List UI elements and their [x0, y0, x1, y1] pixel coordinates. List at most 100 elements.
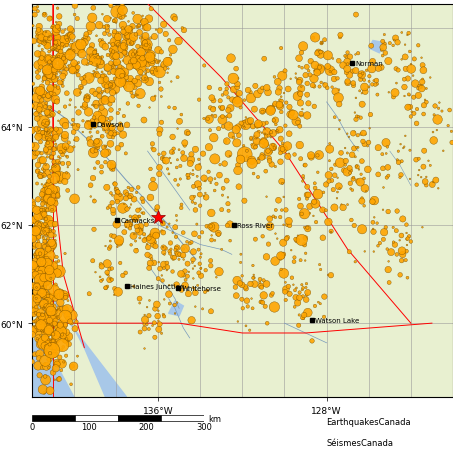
Point	[212, 113, 219, 121]
Point	[297, 100, 304, 107]
Point	[31, 351, 39, 358]
Point	[234, 91, 241, 98]
Point	[39, 259, 47, 267]
Point	[43, 163, 50, 171]
Point	[68, 122, 75, 129]
Point	[391, 90, 399, 97]
Point	[247, 90, 254, 97]
Point	[117, 128, 124, 135]
Point	[169, 268, 176, 275]
Point	[207, 210, 215, 217]
Point	[100, 24, 107, 31]
Point	[127, 222, 134, 230]
Point	[54, 47, 61, 54]
Point	[90, 226, 97, 234]
Point	[213, 274, 220, 281]
Point	[242, 284, 249, 291]
Point	[123, 43, 130, 50]
Point	[60, 54, 67, 61]
Point	[400, 76, 408, 84]
Point	[99, 11, 106, 19]
Point	[155, 326, 163, 333]
Point	[34, 327, 41, 335]
Point	[357, 179, 364, 186]
Point	[43, 303, 50, 310]
Point	[57, 299, 64, 307]
Point	[165, 104, 173, 112]
Point	[195, 97, 202, 104]
Point	[352, 12, 360, 19]
Point	[256, 155, 264, 162]
Point	[39, 284, 47, 291]
Point	[316, 64, 323, 72]
Point	[45, 336, 52, 343]
Point	[49, 331, 57, 338]
Point	[220, 185, 227, 192]
Point	[46, 267, 53, 274]
Point	[56, 21, 63, 28]
Point	[48, 295, 55, 302]
Point	[158, 272, 165, 280]
Point	[45, 49, 53, 56]
Point	[358, 90, 366, 98]
Point	[192, 303, 199, 311]
Point	[122, 74, 130, 82]
Point	[334, 189, 341, 196]
Point	[123, 206, 130, 213]
Point	[138, 34, 145, 41]
Point	[60, 56, 67, 64]
Point	[196, 260, 203, 268]
Point	[39, 52, 46, 60]
Point	[49, 60, 56, 67]
Point	[266, 216, 273, 223]
Point	[33, 269, 40, 276]
Point	[40, 235, 47, 242]
Point	[365, 84, 372, 91]
Point	[44, 67, 51, 74]
Point	[216, 172, 223, 179]
Point	[53, 65, 60, 72]
Point	[141, 77, 149, 84]
Point	[94, 129, 101, 136]
Point	[431, 103, 439, 111]
Point	[43, 41, 50, 49]
Point	[149, 59, 156, 66]
Point	[34, 196, 42, 204]
Point	[49, 46, 57, 54]
Point	[72, 70, 79, 78]
Point	[243, 148, 251, 155]
Point	[37, 88, 44, 95]
Point	[382, 224, 390, 231]
Point	[280, 90, 288, 97]
Point	[86, 120, 93, 127]
Point	[150, 260, 158, 267]
Point	[46, 183, 53, 190]
Point	[196, 191, 203, 199]
Point	[30, 152, 37, 160]
Point	[173, 245, 180, 252]
Point	[297, 257, 304, 264]
Point	[310, 76, 318, 83]
Point	[259, 85, 266, 92]
Point	[103, 129, 110, 136]
Point	[302, 284, 309, 291]
Point	[41, 266, 48, 274]
Point	[40, 274, 48, 282]
Point	[45, 129, 52, 137]
Point	[347, 185, 354, 193]
Point	[258, 151, 265, 159]
Point	[185, 291, 192, 298]
Point	[125, 33, 132, 40]
Point	[98, 134, 105, 141]
Point	[98, 69, 106, 77]
Point	[83, 95, 91, 102]
Point	[211, 105, 218, 112]
Point	[251, 134, 259, 141]
Point	[56, 79, 63, 87]
Point	[34, 313, 41, 320]
Point	[403, 230, 410, 237]
Point	[114, 244, 121, 251]
Point	[43, 66, 50, 73]
Point	[385, 266, 392, 274]
Point	[79, 129, 87, 136]
